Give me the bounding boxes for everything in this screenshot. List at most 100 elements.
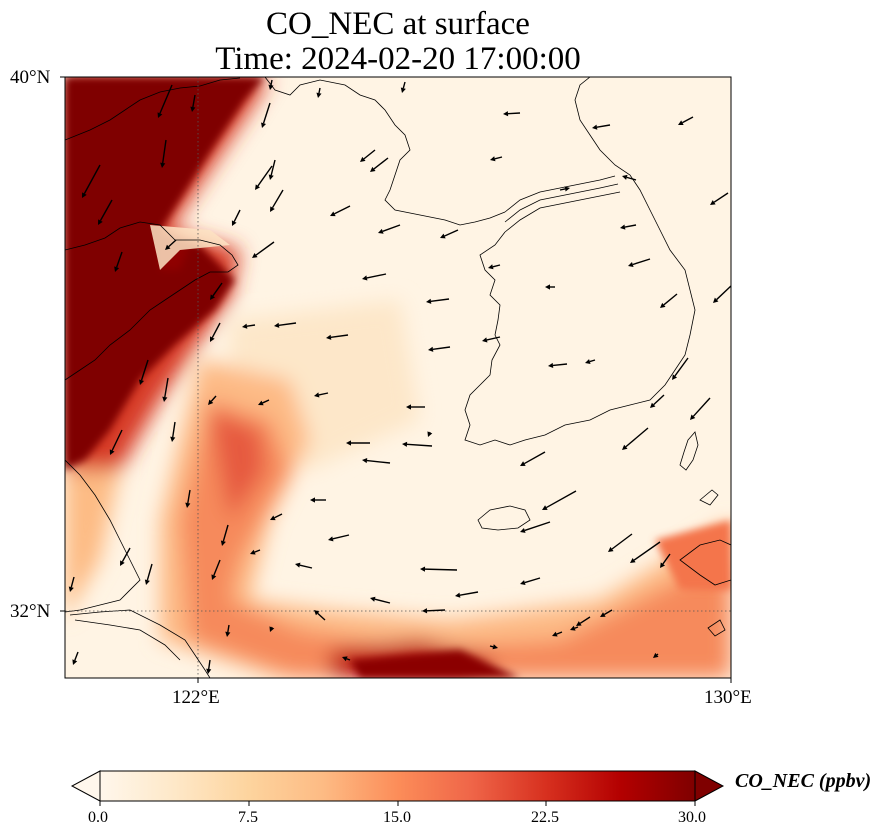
wind-arrow-head <box>370 166 376 172</box>
wind-arrow-head <box>678 120 684 125</box>
wind-arrow-shaft <box>187 489 191 504</box>
wind-arrow-head <box>165 244 171 250</box>
colorbar-label: CO_NEC (ppbv) <box>735 770 872 792</box>
wind-arrow-head <box>98 219 103 225</box>
wind-arrow-head <box>109 449 115 455</box>
wind-arrow-head <box>258 400 264 406</box>
wind-arrow-head <box>620 224 626 230</box>
wind-arrow-head <box>492 644 498 650</box>
wind-arrow-head <box>316 92 322 98</box>
wind-arrow-shaft <box>317 612 326 621</box>
wind-arrow-shaft <box>656 653 659 656</box>
wind-arrow-shaft <box>83 164 101 194</box>
wind-arrow-head <box>622 444 628 450</box>
wind-arrow-shaft <box>692 397 711 417</box>
wind-arrow-shaft <box>332 534 350 540</box>
wind-arrow-head <box>225 631 231 637</box>
wind-arrow-head <box>400 87 406 93</box>
wind-arrow-shaft <box>366 459 391 464</box>
wind-arrow-head <box>564 186 570 192</box>
wind-arrow-head <box>426 298 432 304</box>
wind-arrow-head <box>220 540 226 546</box>
wind-arrow-shaft <box>625 427 649 448</box>
map-frame <box>64 76 732 679</box>
wind-arrow-head <box>82 192 87 198</box>
wind-arrow-head <box>488 264 494 270</box>
wind-arrow-head <box>630 558 636 563</box>
wind-arrow-head <box>211 574 217 580</box>
colorbar-tick-22-5: 22.5 <box>531 809 559 826</box>
wind-arrow-shaft <box>318 87 321 94</box>
wind-arrow-shaft <box>334 205 351 215</box>
wind-arrow-head <box>328 536 334 542</box>
wind-arrow-head <box>455 592 461 598</box>
wind-arrow-head <box>650 402 656 408</box>
wind-arrow-shaft <box>626 176 637 181</box>
wind-arrow-shaft <box>262 399 270 404</box>
lon-tick-122e: 122°E <box>172 687 220 708</box>
wind-arrow-shaft <box>121 547 131 562</box>
wind-arrow-shaft <box>579 616 591 624</box>
wind-arrow-shaft <box>459 591 479 596</box>
wind-arrow-head <box>570 625 576 631</box>
wind-arrow-head <box>600 612 606 617</box>
wind-arrow-head <box>482 337 488 343</box>
wind-arrow-head <box>72 659 78 665</box>
wind-arrow-shaft <box>227 624 230 633</box>
wind-arrow-head <box>653 652 659 658</box>
wind-arrow-shaft <box>489 645 494 648</box>
wind-arrow-shaft <box>99 199 113 221</box>
wind-arrow-shaft <box>233 209 241 222</box>
wind-arrow-head <box>542 505 548 510</box>
colorbar-extend-max <box>694 770 725 802</box>
wind-arrow-head <box>690 414 696 420</box>
wind-arrow-shaft <box>524 577 541 584</box>
wind-arrow-shaft <box>486 336 501 341</box>
wind-arrow-shaft <box>524 521 551 532</box>
wind-arrow-head <box>552 631 558 637</box>
wind-arrow-shaft <box>663 293 678 306</box>
wind-arrow-head <box>270 515 276 521</box>
wind-arrow-shaft <box>546 490 577 509</box>
wind-arrow-head <box>378 228 384 234</box>
wind-arrow-head <box>548 362 554 369</box>
map-subtitle: Time: 2024-02-20 17:00:00 <box>215 41 581 77</box>
wind-arrow-head <box>402 441 408 447</box>
colorbar-bar <box>99 770 696 802</box>
wind-arrow-shaft <box>299 564 313 569</box>
axis-ticks <box>60 76 732 683</box>
wind-arrow-head <box>503 111 509 117</box>
colorbar <box>70 770 725 806</box>
wind-arrow-shaft <box>624 224 637 228</box>
wind-arrow-head <box>208 399 214 405</box>
wind-arrow-head <box>440 233 446 239</box>
wind-arrow-head <box>270 206 275 212</box>
lat-tick-32n: 32°N <box>10 601 51 622</box>
wind-arrow-head <box>330 211 336 217</box>
wind-arrow-head <box>428 346 434 352</box>
wind-arrow-shaft <box>589 359 596 363</box>
wind-arrow-shaft <box>611 533 633 550</box>
wind-arrow-head <box>660 562 666 568</box>
wind-arrow-shaft <box>168 239 177 248</box>
wind-arrow-head <box>157 112 163 118</box>
wind-arrow-shaft <box>430 298 450 303</box>
wind-arrow-shaft <box>140 359 149 381</box>
wind-arrow-head <box>576 621 582 626</box>
colorbar-tick-15: 15.0 <box>383 809 411 826</box>
wind-arrow-head <box>660 302 666 308</box>
wind-arrow-shaft <box>246 324 256 327</box>
wind-arrow-shaft <box>255 241 275 256</box>
wind-arrow-shaft <box>574 626 579 629</box>
wind-arrow-head <box>120 560 125 566</box>
wind-arrow-shaft <box>111 429 123 451</box>
wind-arrow-head <box>210 294 216 300</box>
lat-tick-40n: 40°N <box>10 67 51 88</box>
wind-arrow-shaft <box>674 357 689 377</box>
wind-arrow-head <box>185 502 191 508</box>
wind-arrow-head <box>160 162 166 168</box>
wind-arrow-shaft <box>146 563 153 581</box>
wind-arrow-head <box>710 200 716 205</box>
wind-arrow-head <box>314 392 320 398</box>
